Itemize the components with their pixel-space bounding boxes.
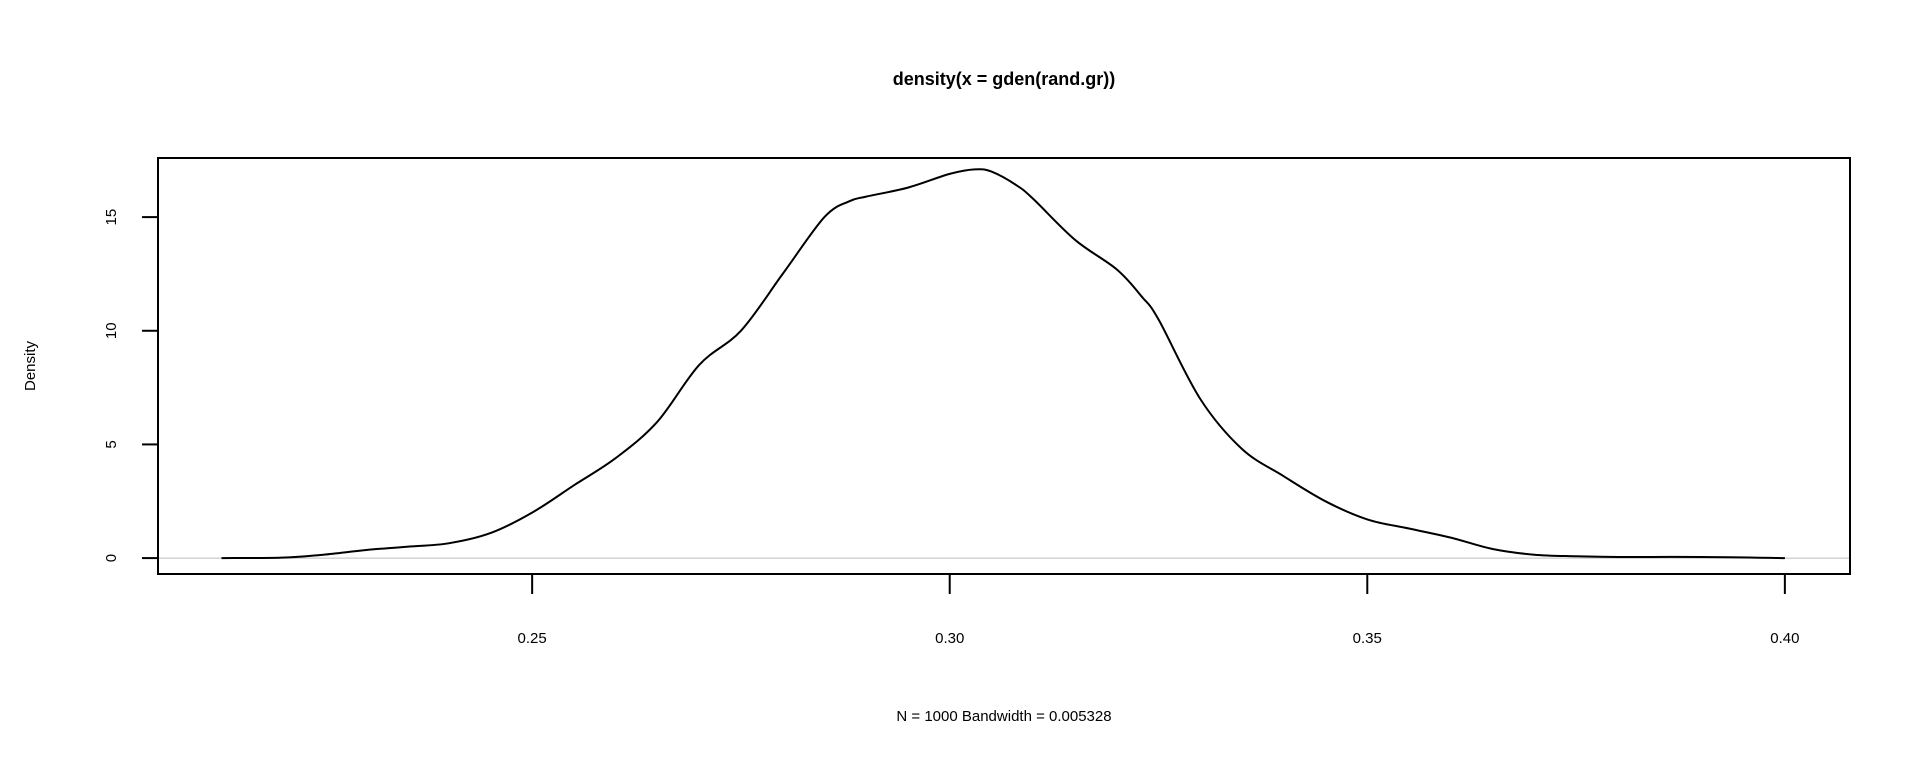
x-tick-label: 0.30 — [935, 630, 964, 647]
chart-title: density(x = gden(rand.gr)) — [893, 69, 1116, 89]
y-tick-label: 0 — [103, 554, 120, 562]
x-tick-label: 0.40 — [1770, 630, 1799, 647]
y-tick-label: 5 — [103, 440, 120, 448]
y-tick-label: 10 — [103, 322, 120, 339]
y-tick-label: 15 — [103, 209, 120, 226]
plot-frame — [157, 157, 1851, 575]
x-tick-label: 0.35 — [1353, 630, 1382, 647]
x-axis-label: N = 1000 Bandwidth = 0.005328 — [896, 708, 1111, 725]
y-axis-label: Density — [22, 340, 39, 391]
x-axis-ticks: 0.25 0.30 0.35 0.40 — [518, 574, 1799, 647]
x-tick-label: 0.25 — [518, 630, 547, 647]
y-axis-ticks: 0 5 10 15 — [103, 209, 158, 562]
density-curve — [221, 168, 1785, 560]
